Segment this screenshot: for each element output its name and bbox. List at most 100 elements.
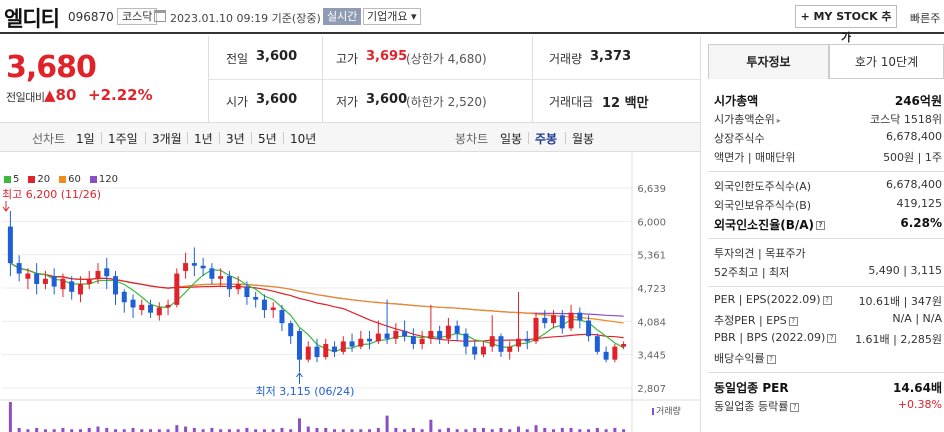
candle-body [410,336,416,345]
volume-bar [604,429,608,432]
candle-period-3[interactable]: 월봉 [572,132,595,146]
invest-row: 추정PER | EPS? N/A | N/A [714,312,944,329]
prev-close-value: 3,600 [256,49,298,64]
stock-name: 엘디티 [4,7,60,31]
period-2[interactable]: 1주일 [108,132,138,146]
candle-body [542,317,548,324]
low-arrow-icon [296,372,303,384]
invest-row: 시가총액 246억원 [714,92,944,109]
low-label: 저가 [336,95,359,109]
volume-bar [324,427,328,432]
y-tick-label: 4,723 [637,284,666,295]
invest-row-label: 배당수익률 [714,352,765,365]
help-icon[interactable]: ? [766,354,776,364]
invest-row: 외국인한도주식수(A) 6,678,400 [714,178,944,195]
period-6[interactable]: 5년 [258,132,277,146]
candle-body [25,273,31,279]
volume-bar [78,429,82,432]
help-icon[interactable]: ? [827,333,837,343]
period-3[interactable]: 3개월 [152,132,182,146]
stock-header: 엘디티 096870 코스닥 2023.01.10 09:19 기준(장중) 실… [0,0,944,44]
tab-order-book[interactable]: 호가 10단계 [829,44,944,79]
amount-label: 거래대금 [549,95,594,109]
candle-body [261,299,267,311]
candle-body [551,315,557,324]
ma-line-5 [10,262,624,353]
change-label: 전일대비 [6,91,45,104]
candle-body [7,226,13,264]
legend-label: 20 [37,174,51,185]
volume-bar [61,427,65,432]
volume-bar [525,429,529,432]
price-chart[interactable]: 6,639 6,000 5,361 4,723 4,084 3,445 2,807 거래량 최고… [0,152,700,432]
candle-body [498,336,504,352]
period-5[interactable]: 3년 [226,132,245,146]
candle-body [305,346,311,360]
volume-bar [26,429,30,432]
tab-invest-info[interactable]: 투자정보 [708,44,829,79]
add-my-stock-button[interactable]: + MY STOCK 추가 [795,5,897,44]
invest-row-label: 동일업종 등락률 [714,400,789,413]
divider [708,238,944,239]
volume-bar [516,426,520,432]
period-4[interactable]: 1년 [194,132,213,146]
volume-bar [210,427,214,432]
candle-body [174,273,180,305]
volume-bar [499,427,503,432]
invest-row-value: 14.64배 [893,381,942,395]
volume-bar [17,427,21,432]
candle-body [148,304,154,313]
invest-row-label: 상장주식수 [714,132,765,145]
candle-body [253,297,259,300]
period-7[interactable]: 10년 [290,132,317,146]
invest-row-value: +0.38% [897,398,942,411]
invest-row-value: 1.61배 | 2,285원 [855,333,942,346]
invest-row: 투자의견 | 목표주가 [714,245,944,262]
candle-body [77,283,83,295]
caret-right-icon[interactable]: ▸ [776,116,781,125]
period-1[interactable]: 1일 [76,132,95,146]
period-separator [101,132,102,144]
volume-bar [438,429,442,432]
volume-bar [587,429,591,432]
market-badge: 코스닥 [117,8,158,25]
candle-body [104,268,110,277]
candle-body [358,338,364,347]
candle-period-2[interactable]: 주봉 [535,132,558,146]
candle-body [270,307,276,311]
candle-body [69,281,75,292]
candle-body [612,346,618,360]
legend-item: 5 [4,174,19,185]
invest-row-value: 10.61배 | 347원 [858,295,942,308]
volume-bar [595,427,599,432]
candle-period-1[interactable]: 일봉 [500,132,523,146]
help-icon[interactable]: ? [790,402,800,412]
volume-bar [184,426,188,432]
volume-bar [157,429,161,432]
volume-bar [52,429,56,432]
candle-body [209,268,215,279]
candle-body [393,330,399,339]
quick-link[interactable]: 빠른주 [910,12,941,25]
invest-row-value: 246억원 [894,94,942,108]
invest-row-label: 외국인소진율(B/A) [714,218,815,232]
period-bar: 선차트 1일 1주일 3개월 1년 3년 5년 10년 봉차트 일봉 주봉 월봉 [0,122,700,152]
volume-bar [473,427,477,432]
candle-body [191,263,197,266]
candle-body [244,286,250,298]
volume-bar [227,429,231,432]
divider [708,372,944,373]
help-icon[interactable]: ? [822,295,832,305]
volume-bar [122,429,126,432]
company-overview-dropdown[interactable]: 기업개요 ▾ [363,8,421,25]
realtime-button[interactable]: 실시간 [323,8,362,25]
period-separator [187,132,188,144]
volume-bar [394,427,398,432]
current-price: 3,680 [6,50,97,85]
candle-body [428,330,434,339]
volume-bar [622,429,626,432]
candle-body [121,291,127,303]
help-icon[interactable]: ? [816,221,826,230]
volume-bar [280,427,284,432]
help-icon[interactable]: ? [788,316,798,326]
